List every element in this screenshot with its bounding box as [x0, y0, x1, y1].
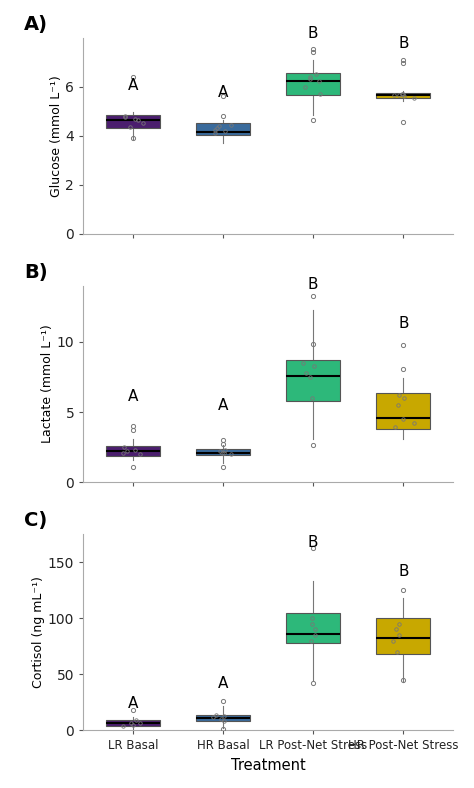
Text: C): C): [24, 511, 47, 530]
Text: B: B: [398, 36, 409, 51]
Bar: [106, 720, 160, 726]
Bar: [286, 612, 340, 643]
Bar: [376, 93, 430, 98]
Y-axis label: Lactate (mmol L⁻¹): Lactate (mmol L⁻¹): [41, 325, 54, 444]
Bar: [106, 447, 160, 455]
Bar: [376, 619, 430, 654]
Text: A: A: [128, 388, 138, 403]
Text: B: B: [398, 316, 409, 331]
Text: A: A: [128, 77, 138, 92]
Text: A: A: [218, 676, 228, 691]
Text: A): A): [24, 15, 48, 34]
Text: B: B: [308, 535, 319, 550]
Text: B: B: [398, 564, 409, 579]
Y-axis label: Cortisol (ng mL⁻¹): Cortisol (ng mL⁻¹): [32, 576, 45, 688]
Bar: [286, 73, 340, 95]
Bar: [286, 360, 340, 401]
Y-axis label: Glucose (mmol L⁻¹): Glucose (mmol L⁻¹): [50, 75, 63, 197]
Text: B: B: [308, 27, 319, 42]
Bar: [106, 115, 160, 128]
Bar: [196, 715, 250, 722]
Bar: [196, 124, 250, 135]
X-axis label: Treatment: Treatment: [231, 758, 306, 773]
Bar: [196, 449, 250, 455]
Text: A: A: [218, 399, 228, 414]
Text: B): B): [24, 263, 48, 282]
Bar: [376, 393, 430, 429]
Text: A: A: [218, 85, 228, 100]
Text: A: A: [128, 696, 138, 711]
Text: B: B: [308, 277, 319, 292]
